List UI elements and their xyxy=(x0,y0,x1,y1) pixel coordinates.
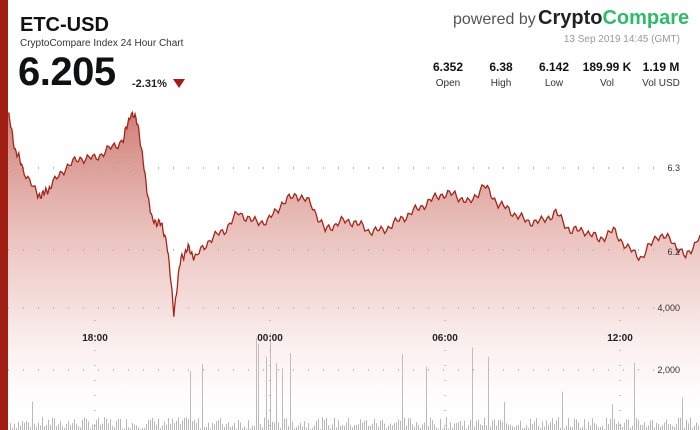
brand-logo[interactable]: CryptoCompare xyxy=(538,7,689,30)
stat-vol: 189.99 K Vol xyxy=(577,60,637,89)
y-price-tick-label: 6.2 xyxy=(667,247,680,257)
stat-high-label: High xyxy=(490,78,512,89)
price-change: -2.31% xyxy=(132,78,167,90)
stat-open-value: 6.352 xyxy=(432,60,464,74)
brand-part-1: Crypto xyxy=(538,7,603,29)
stat-high-value: 6.38 xyxy=(489,60,513,74)
stat-low-value: 6.142 xyxy=(538,60,570,74)
pair-title: ETC-USD xyxy=(20,14,109,36)
price-area xyxy=(8,112,700,430)
x-axis-ticks: 18:00 00:00 06:00 12:00 xyxy=(82,333,633,344)
stat-vol-label: Vol xyxy=(600,78,614,89)
price-line xyxy=(8,110,700,317)
timestamp: 13 Sep 2019 14:45 (GMT) xyxy=(563,34,680,45)
y-volume-tick-label: 2,000 xyxy=(657,365,680,375)
stat-vol-usd-label: Vol USD xyxy=(642,78,680,89)
x-tick-label: 00:00 xyxy=(257,333,283,344)
stat-low-label: Low xyxy=(544,78,564,89)
powered-by-label: powered by xyxy=(453,11,536,28)
stat-open-label: Open xyxy=(435,78,461,89)
stat-low: 6.142 Low xyxy=(524,60,584,89)
stat-high: 6.38 High xyxy=(471,60,531,89)
x-tick-label: 06:00 xyxy=(432,333,458,344)
stat-open: 6.352 Open xyxy=(418,60,478,89)
y-volume-tick-label: 4,000 xyxy=(657,303,680,313)
stat-vol-usd: 1.19 M Vol USD xyxy=(631,60,691,89)
stat-vol-value: 189.99 K xyxy=(582,60,632,74)
x-tick-label: 18:00 xyxy=(82,333,108,344)
chart-subtitle: CryptoCompare Index 24 Hour Chart xyxy=(20,38,184,49)
left-accent-bar xyxy=(0,0,8,430)
stat-vol-usd-value: 1.19 M xyxy=(642,60,680,74)
brand-part-2: Compare xyxy=(602,7,690,29)
y-price-tick-label: 6.3 xyxy=(667,163,680,173)
x-tick-label: 12:00 xyxy=(607,333,633,344)
current-price: 6.205 xyxy=(18,50,116,94)
y-axis-ticks: 6.3 6.2 4,000 2,000 xyxy=(657,163,680,375)
down-arrow-icon xyxy=(173,79,185,88)
